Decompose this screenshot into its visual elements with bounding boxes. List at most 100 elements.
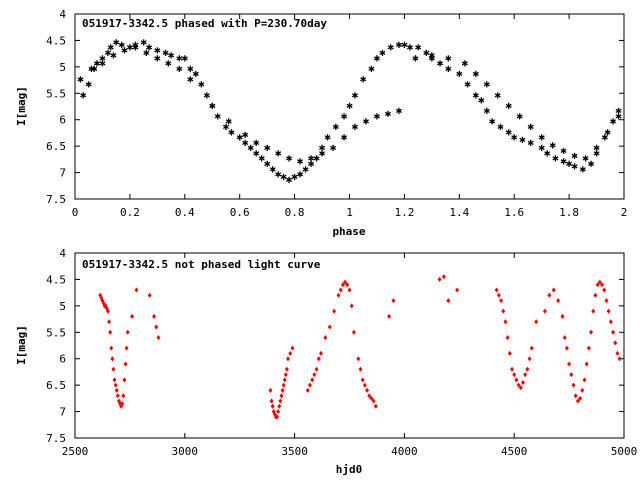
phased-data-point: ✱ bbox=[132, 41, 139, 54]
unphased-data-point bbox=[318, 350, 323, 356]
phased-data-point: ✱ bbox=[223, 120, 230, 133]
unphased-data-point bbox=[312, 372, 317, 378]
unphased-data-point bbox=[514, 377, 519, 383]
phased-y-tick-label: 4 bbox=[59, 8, 66, 21]
phased-data-points: ✱✱✱✱✱✱✱✱✱ ✱✱ ✱✱ ✱ ✱✱ ✱✱✱✱✱✱✱✱✱✱ ✱✱✱✱✱✱✱✱✱✱✱✱✱✱… bbox=[77, 35, 622, 185]
phased-data-point: ✱ bbox=[461, 57, 468, 70]
phased-data-point: ✱ bbox=[588, 157, 595, 170]
unphased-data-point bbox=[606, 308, 611, 314]
phased-data-point: ✱ bbox=[385, 107, 392, 120]
unphased-data-point bbox=[615, 350, 620, 356]
phased-data-point: ✱ bbox=[472, 67, 479, 80]
phased-data-point: ✱ bbox=[610, 115, 617, 128]
phased-data-point: ✱ bbox=[308, 152, 315, 165]
phased-y-tick-label: 5 bbox=[59, 61, 66, 74]
phased-data-point: ✱ bbox=[264, 157, 271, 170]
phased-data-point: ✱ bbox=[505, 99, 512, 112]
unphased-x-axis-label: hjd0 bbox=[336, 463, 363, 476]
phased-data-point: ✱ bbox=[497, 120, 504, 133]
phased-data-point: ✱ bbox=[113, 35, 120, 48]
phased-data-point: ✱ bbox=[519, 133, 526, 146]
phased-data-point: ✱ bbox=[387, 41, 394, 54]
phased-y-tick-label: 7 bbox=[59, 167, 66, 180]
phased-data-point: ✱ bbox=[187, 72, 194, 85]
unphased-data-point bbox=[371, 398, 376, 404]
unphased-y-tick-label: 7 bbox=[59, 406, 66, 419]
unphased-data-point bbox=[584, 361, 589, 367]
phased-data-point: ✱ bbox=[154, 43, 161, 56]
phased-x-tick-label: 2 bbox=[621, 206, 628, 219]
unphased-data-point bbox=[455, 287, 460, 293]
unphased-y-tick-label: 5 bbox=[59, 300, 66, 313]
phased-data-point: ✱ bbox=[132, 38, 139, 51]
phased-data-point: ✱ bbox=[162, 46, 169, 59]
unphased-data-point bbox=[551, 287, 556, 293]
unphased-data-point bbox=[336, 292, 341, 298]
unphased-data-point bbox=[582, 377, 587, 383]
unphased-data-point bbox=[571, 382, 576, 388]
phased-data-point: ✱ bbox=[319, 146, 326, 159]
phased-data-point: ✱ bbox=[401, 38, 408, 51]
unphased-data-point bbox=[575, 398, 580, 404]
phased-data-point: ✱ bbox=[330, 141, 337, 154]
unphased-data-point bbox=[547, 292, 552, 298]
phased-y-tick-label: 7.5 bbox=[46, 193, 66, 206]
unphased-plot-frame bbox=[74, 252, 625, 439]
phased-data-point: ✱ bbox=[176, 51, 183, 64]
phased-data-point: ✱ bbox=[332, 120, 339, 133]
unphased-data-point bbox=[121, 393, 126, 399]
unphased-data-point bbox=[608, 319, 613, 325]
unphased-data-point bbox=[560, 313, 565, 319]
phased-data-point: ✱ bbox=[176, 62, 183, 75]
unphased-x-tick-label: 5000 bbox=[611, 445, 638, 458]
unphased-x-tick-label: 3500 bbox=[281, 445, 308, 458]
unphased-data-point bbox=[316, 356, 321, 362]
phased-data-point: ✱ bbox=[538, 131, 545, 144]
unphased-data-point bbox=[332, 308, 337, 314]
unphased-data-point bbox=[494, 287, 499, 293]
phased-data-point: ✱ bbox=[168, 49, 175, 62]
phased-x-tick-label: 0.6 bbox=[230, 206, 250, 219]
unphased-data-point bbox=[338, 287, 343, 293]
phased-data-point: ✱ bbox=[374, 109, 381, 122]
phased-data-point: ✱ bbox=[85, 78, 92, 91]
phased-data-point: ✱ bbox=[242, 136, 249, 149]
unphased-data-point bbox=[369, 395, 374, 401]
phased-data-point: ✱ bbox=[209, 99, 216, 112]
unphased-data-point bbox=[512, 372, 517, 378]
phased-data-point: ✱ bbox=[165, 57, 172, 70]
phased-x-tick-label: 1.2 bbox=[394, 206, 414, 219]
phased-data-point: ✱ bbox=[415, 41, 422, 54]
phased-data-point: ✱ bbox=[505, 125, 512, 138]
unphased-data-point bbox=[507, 350, 512, 356]
unphased-data-point bbox=[120, 401, 125, 407]
unphased-data-point bbox=[349, 303, 354, 309]
phased-data-point: ✱ bbox=[319, 141, 326, 154]
unphased-data-point bbox=[130, 313, 135, 319]
unphased-data-point bbox=[107, 319, 112, 325]
phased-data-point: ✱ bbox=[107, 41, 114, 54]
unphased-data-point bbox=[283, 372, 288, 378]
unphased-data-point bbox=[288, 350, 293, 356]
phased-data-point: ✱ bbox=[346, 99, 353, 112]
phased-data-point: ✱ bbox=[527, 120, 534, 133]
phased-data-point: ✱ bbox=[437, 57, 444, 70]
phased-data-point: ✱ bbox=[593, 146, 600, 159]
phased-data-point: ✱ bbox=[77, 72, 84, 85]
unphased-data-point bbox=[356, 356, 361, 362]
phased-data-point: ✱ bbox=[297, 154, 304, 167]
unphased-y-tick-label: 4 bbox=[59, 247, 66, 260]
phased-data-point: ✱ bbox=[91, 62, 98, 75]
phased-data-point: ✱ bbox=[110, 49, 117, 62]
unphased-data-point bbox=[499, 298, 504, 304]
unphased-data-point bbox=[437, 276, 442, 282]
unphased-data-point bbox=[286, 356, 291, 362]
unphased-data-point bbox=[520, 380, 525, 385]
phased-x-tick-label: 1.8 bbox=[559, 206, 579, 219]
unphased-data-point bbox=[105, 308, 110, 314]
phased-data-point: ✱ bbox=[121, 43, 128, 56]
unphased-y-tick-label: 4.5 bbox=[46, 273, 66, 286]
phased-x-tick-label: 0.8 bbox=[285, 206, 305, 219]
phased-y-tick-label: 6.5 bbox=[46, 140, 66, 153]
phased-data-point: ✱ bbox=[187, 62, 194, 75]
